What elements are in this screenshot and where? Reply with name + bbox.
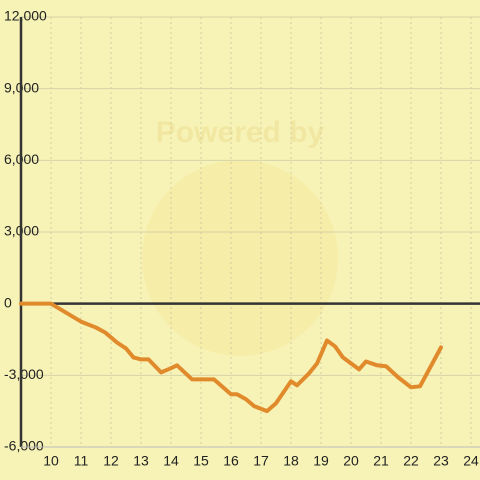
x-tick-label: 22 xyxy=(403,453,419,469)
x-tick-label: 16 xyxy=(223,453,239,469)
x-tick-label: 17 xyxy=(253,453,269,469)
x-tick-label: 11 xyxy=(74,453,89,469)
watermark: Powered by xyxy=(156,116,325,149)
x-tick-label: 15 xyxy=(193,453,209,469)
line-series xyxy=(19,301,443,414)
x-tick-label: 13 xyxy=(133,453,149,469)
x-tick-label: 12 xyxy=(103,453,119,469)
x-tick-label: 19 xyxy=(313,453,329,469)
x-tick-label: 21 xyxy=(373,453,389,469)
x-tick-label: 10 xyxy=(43,453,59,469)
y-tick-label: 0 xyxy=(4,294,12,310)
x-tick-label: 24 xyxy=(463,453,479,469)
y-tick-label: -6,000 xyxy=(4,438,44,454)
x-tick-label: 18 xyxy=(283,453,299,469)
y-tick-label: -3,000 xyxy=(4,366,44,382)
x-tick-label: 14 xyxy=(163,453,179,469)
y-tick-label: 12,000 xyxy=(4,8,47,24)
watermark-logo xyxy=(142,160,338,356)
x-tick-label: 20 xyxy=(343,453,359,469)
x-tick-label: 23 xyxy=(433,453,449,469)
